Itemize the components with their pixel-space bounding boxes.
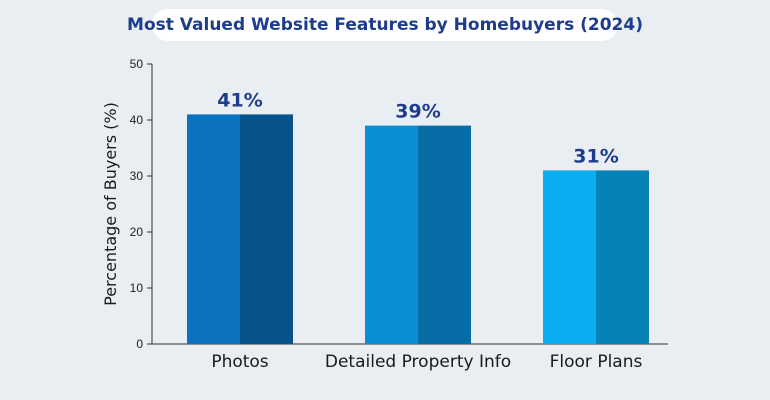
data-label: 31%: [573, 145, 618, 167]
y-tick-label: 40: [130, 113, 144, 127]
bar-shade: [240, 114, 293, 345]
chart-title-pill: Most Valued Website Features by Homebuye…: [127, 9, 643, 41]
bar: [543, 170, 596, 344]
y-tick-label: 20: [130, 225, 144, 239]
bars: [187, 114, 649, 345]
y-tick-label: 30: [130, 169, 144, 183]
x-tick-label: Photos: [211, 352, 268, 372]
x-tick-label: Detailed Property Info: [325, 352, 511, 372]
data-label: 41%: [217, 89, 262, 111]
chart-title: Most Valued Website Features by Homebuye…: [127, 15, 643, 35]
y-axis-label: Percentage of Buyers (%): [101, 102, 120, 306]
bar-shade: [596, 170, 649, 344]
bar-shade: [418, 125, 471, 344]
y-tick-label: 10: [130, 281, 144, 295]
data-label: 39%: [395, 101, 440, 123]
bar: [365, 125, 418, 344]
y-tick-label: 50: [130, 57, 144, 71]
bar: [187, 114, 240, 345]
y-tick-label: 0: [136, 337, 143, 351]
x-tick-label: Floor Plans: [550, 352, 643, 372]
labels: 41% Photos 39% Detailed Property Info 31% Flo…: [211, 89, 642, 372]
